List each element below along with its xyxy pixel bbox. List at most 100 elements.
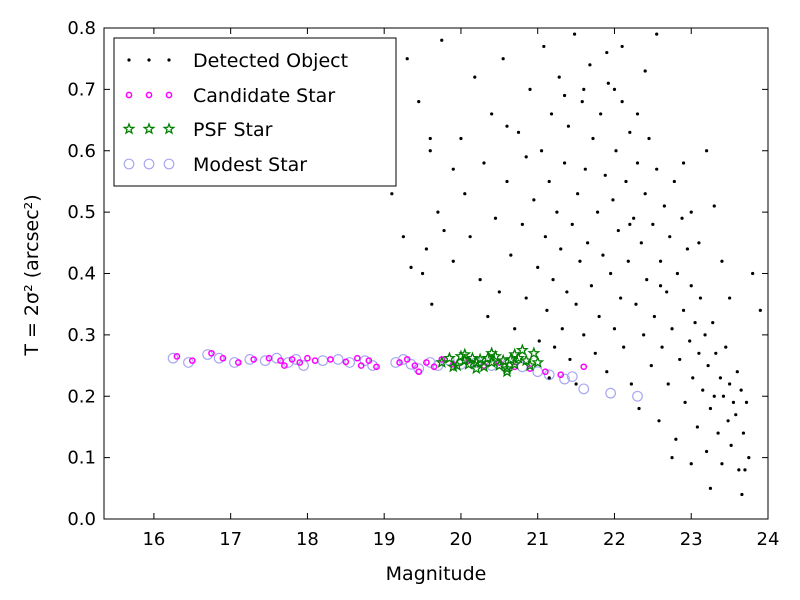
detected-object-point — [551, 278, 555, 282]
detected-object-point — [681, 161, 686, 165]
psf-star-point — [492, 358, 506, 372]
detected-object-point — [616, 228, 620, 233]
x-tick-label: 19 — [373, 529, 396, 550]
psf-star-point — [442, 351, 456, 364]
legend-marker-detected-object — [127, 58, 131, 62]
detected-object-point — [711, 321, 715, 325]
detected-object-point — [643, 69, 647, 73]
detected-object-point — [622, 345, 626, 349]
detected-object-point — [532, 198, 536, 202]
data-points-layer — [167, 32, 762, 497]
psf-star-point — [527, 346, 541, 359]
detected-object-point — [566, 124, 571, 128]
legend-box — [113, 37, 397, 187]
detected-object-point — [680, 216, 684, 220]
detected-object-point — [501, 57, 505, 61]
detected-object-point — [743, 468, 747, 472]
modest-star-point — [244, 354, 256, 365]
detected-object-point — [463, 192, 467, 196]
legend-marker-detected-object — [147, 58, 151, 62]
detected-object-point — [652, 314, 656, 319]
detected-object-point — [693, 321, 697, 325]
y-tick-label: 0.8 — [67, 18, 96, 39]
detected-object-point — [478, 278, 482, 282]
detected-object-point — [520, 222, 524, 226]
y-tick-label: 0.5 — [67, 202, 96, 223]
detected-object-point — [552, 345, 557, 349]
x-tick-label: 24 — [757, 529, 780, 550]
candidate-star-point — [327, 356, 334, 363]
detected-object-point — [612, 327, 617, 331]
psf-star-point — [446, 359, 460, 373]
legend-markers — [122, 58, 176, 170]
detected-object-point — [643, 192, 647, 196]
detected-object-point — [605, 50, 609, 55]
psf-star-point — [508, 347, 522, 361]
candidate-star-point — [396, 359, 403, 366]
detected-object-point — [737, 468, 741, 472]
detected-object-point — [497, 290, 501, 294]
detected-object-point — [685, 247, 689, 251]
x-tick-label: 17 — [219, 529, 242, 550]
detected-object-point — [557, 75, 561, 79]
detected-object-point — [728, 296, 732, 300]
detected-object-point — [582, 333, 586, 337]
detected-object-point — [588, 63, 592, 67]
detected-object-point — [555, 210, 559, 214]
detected-object-point — [697, 351, 701, 355]
candidate-star-point — [288, 356, 296, 363]
candidate-star-point — [234, 359, 242, 366]
detected-object-point — [649, 363, 653, 368]
detected-object-point — [678, 357, 682, 362]
candidate-star-point — [557, 371, 565, 379]
legend-label-candidate-star: Candidate Star — [193, 85, 335, 107]
detected-object-point — [430, 302, 434, 306]
detected-object-point — [620, 100, 624, 104]
detected-object-point — [599, 112, 603, 116]
detected-object-point — [574, 382, 578, 386]
modest-star-point — [605, 387, 617, 399]
detected-object-point — [758, 308, 762, 312]
candidate-star-point — [311, 357, 319, 365]
detected-object-point — [576, 192, 580, 196]
legend-marker-psf-star — [142, 122, 156, 135]
psf-star-point — [435, 355, 449, 369]
modest-star-point — [229, 357, 240, 368]
detected-object-point — [634, 302, 638, 306]
detected-object-point — [735, 370, 739, 374]
y-tick-label: 0.6 — [67, 141, 96, 162]
detected-object-point — [614, 149, 618, 153]
detected-object-point — [674, 437, 678, 441]
y-tick-label: 0.0 — [67, 509, 96, 530]
legend-marker-psf-star — [162, 122, 176, 135]
detected-object-point — [611, 198, 615, 202]
detected-object-point — [572, 32, 577, 36]
detected-object-point — [547, 376, 551, 380]
psf-star-point — [523, 358, 537, 372]
detected-object-point — [591, 136, 595, 141]
detected-object-point — [539, 149, 544, 153]
detected-object-point — [545, 308, 549, 312]
detected-object-point — [740, 492, 744, 497]
detected-object-point — [658, 284, 663, 288]
detected-object-point — [716, 431, 720, 435]
detected-object-point — [451, 167, 455, 171]
detected-object-point — [619, 296, 623, 300]
candidate-star-point — [423, 359, 430, 366]
detected-object-point — [417, 100, 421, 104]
detected-object-point — [689, 284, 693, 288]
psf-star-point — [462, 357, 476, 370]
detected-object-point — [714, 351, 718, 355]
modest-star-point — [317, 355, 329, 367]
detected-object-point — [580, 100, 584, 104]
detected-object-point — [568, 357, 572, 362]
psf-star-point — [500, 361, 514, 375]
detected-object-point — [718, 376, 723, 380]
series-psf-star — [435, 343, 545, 378]
detected-object-point — [741, 431, 746, 435]
detected-object-point — [582, 87, 586, 91]
detected-object-point — [486, 314, 490, 319]
legend-label-detected-object: Detected Object — [193, 50, 348, 72]
detected-object-point — [708, 486, 713, 490]
detected-object-point — [660, 345, 664, 349]
